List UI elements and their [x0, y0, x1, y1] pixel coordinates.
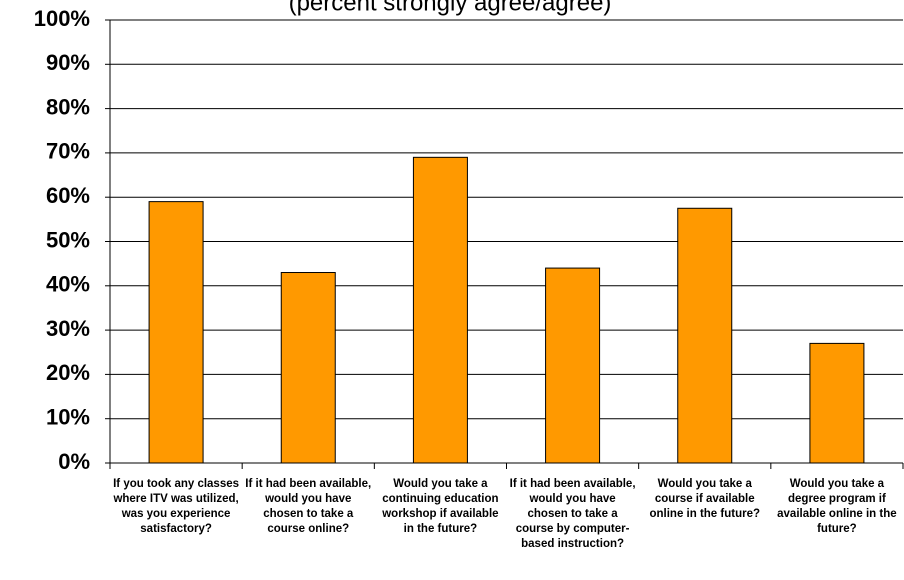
y-tick-label: 40%	[46, 272, 90, 297]
y-tick-label: 60%	[46, 183, 90, 208]
y-tick-label: 50%	[46, 227, 90, 252]
y-tick-label: 30%	[46, 316, 90, 341]
y-tick-label: 90%	[46, 50, 90, 75]
y-tick-label: 80%	[46, 94, 90, 119]
x-tick-label: Would you take a degree program if avail…	[777, 478, 897, 535]
y-tick-label: 100%	[34, 6, 90, 31]
bar	[280, 272, 336, 464]
y-tick-label: 0%	[58, 449, 90, 474]
bar	[412, 156, 468, 464]
chart-subtitle: (percent strongly agree/agree)	[289, 0, 612, 16]
bar	[677, 207, 733, 464]
bar	[809, 342, 865, 464]
y-tick-label: 70%	[46, 139, 90, 164]
y-tick-label: 10%	[46, 405, 90, 430]
x-tick-label: Would you take a course if available onl…	[649, 478, 761, 520]
y-tick-label: 20%	[46, 360, 90, 385]
x-tick-label: If you took any classes where ITV was ut…	[113, 478, 240, 535]
bar	[148, 201, 204, 464]
x-tick-label: If it had been available, would you have…	[509, 478, 636, 550]
bar	[545, 267, 601, 464]
x-tick-label: If it had been available, would you have…	[245, 478, 372, 535]
x-tick-label: Would you take a continuing education wo…	[382, 478, 499, 535]
